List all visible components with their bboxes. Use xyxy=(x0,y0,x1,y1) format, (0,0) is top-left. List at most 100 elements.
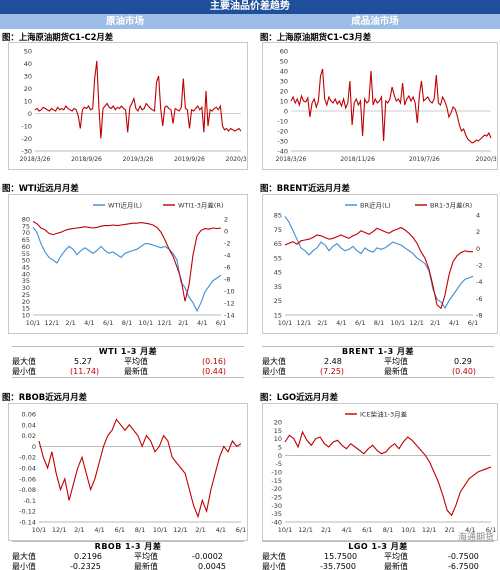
lgo-xtick-label: 6/1 xyxy=(486,526,496,534)
rbob-ytick-label: -0.1 xyxy=(23,497,36,505)
wti-stats-title: WTI 1-3 月差 xyxy=(98,347,158,356)
brent-y2tick-label: -2 xyxy=(476,262,482,270)
wti-xtick-label: 10/1 xyxy=(26,319,41,327)
rbob-avg-label: 平均值 xyxy=(134,552,158,561)
rbob-latest-label: 最新值 xyxy=(134,562,158,570)
rbob-series-line-0 xyxy=(38,418,242,519)
lgo-series-line-0 xyxy=(284,430,492,517)
sc-ytick-label: 50 xyxy=(24,48,32,56)
crude-section-label: 原油市场 xyxy=(105,16,144,27)
lgo-spread-chart: 20 15 10 5 0 -5 -10 -15 -20 -25 -30 -35 -40 10/1 12/1 2… xyxy=(262,403,498,541)
cc-ytick-label: -30 xyxy=(277,138,288,146)
rbob-spread-chart: 0.06 0.04 0.02 0 -0.02 -0.04 -0.06 -0.08 -0.1 -0.… xyxy=(8,403,248,541)
wti-ytick-label: 50 xyxy=(22,257,30,265)
lgo-xtick-label: 12/1 xyxy=(422,526,437,534)
lgo-max-label: 最大值 xyxy=(262,552,286,561)
brent-avg-value: 0.29 xyxy=(454,357,472,366)
wti-xtick-label: 4/1 xyxy=(84,319,94,327)
brent-ytick-label: 75 xyxy=(274,226,282,234)
lgo-ytick-label: 15 xyxy=(274,427,282,435)
lgo-ytick-label: 0 xyxy=(278,452,282,460)
brent-xtick-label: 2/1 xyxy=(430,319,440,327)
wti-xtick-label: 8/1 xyxy=(122,319,132,327)
cc-ytick-label: -20 xyxy=(277,128,288,136)
rbob-ytick-label: -0.06 xyxy=(19,475,36,483)
cc-ytick-label: 30 xyxy=(280,78,288,86)
brent-xtick-label: 2/1 xyxy=(317,319,327,327)
brent-chart-title: 图：BRENT近远月月差 xyxy=(260,183,350,193)
wti-xtick-label: 2/1 xyxy=(178,319,188,327)
wti-latest-label: 最新值 xyxy=(124,367,148,376)
sc-xtick-label: 2018/9/26 xyxy=(71,156,102,163)
wti-y2tick-label: 2 xyxy=(224,216,228,224)
wti-latest-value: (0.44) xyxy=(202,367,227,376)
wti-xtick-label: 12/1 xyxy=(44,319,59,327)
sc-ytick-label: -20 xyxy=(21,135,32,143)
rbob-xtick-label: 2/1 xyxy=(195,526,205,534)
lgo-ytick-label: -10 xyxy=(271,469,282,477)
wti-y2tick-label: -6 xyxy=(224,264,230,272)
rbob-max-value: 0.2196 xyxy=(74,552,102,561)
lgo-xtick-label: 10/1 xyxy=(401,526,416,534)
lgo-xtick-label: 6/1 xyxy=(362,526,372,534)
sc-ytick-label: 20 xyxy=(24,85,32,93)
crude-section-header: 原油市场 xyxy=(0,14,250,29)
wti-y2tick-label: -8 xyxy=(224,276,230,284)
brent-y2tick-label: 4 xyxy=(476,212,480,220)
lgo-xtick-label: 4/1 xyxy=(342,526,352,534)
product-section-header: 成品油市场 xyxy=(250,14,500,29)
wti-y2tick-label: -4 xyxy=(224,252,230,260)
sc-xtick-label: 2020/3/26 xyxy=(226,156,247,163)
brent-legend-label-0: BR近月(L) xyxy=(360,201,391,210)
wti-ytick-label: 75 xyxy=(22,222,30,230)
rbob-stats-title: RBOB 1-3 月差 xyxy=(94,542,162,551)
sc-spread-chart: 50 40 30 20 10 0 -10 -20 -30 2018/3/26 2018/9/26 20… xyxy=(8,42,248,170)
lgo-xtick-label: 2/1 xyxy=(321,526,331,534)
wti-y2tick-label: -14 xyxy=(224,312,235,320)
brent-avg-label: 平均值 xyxy=(384,357,408,366)
brent-xtick-label: 10/1 xyxy=(278,319,293,327)
brent-latest-value: (0.40) xyxy=(452,367,477,376)
cc-ytick-label: 0 xyxy=(284,108,288,116)
wti-y2tick-label: 0 xyxy=(224,228,228,236)
wti-series-line-1 xyxy=(32,220,222,302)
wti-ytick-label: 35 xyxy=(22,277,30,285)
rbob-ytick-label: -0.02 xyxy=(19,454,36,462)
brent-y2tick-label: -4 xyxy=(476,278,482,286)
brent-y2tick-label: 2 xyxy=(476,228,480,236)
cc-xtick-label: 2019/7/26 xyxy=(409,156,440,163)
brent-y2tick-label: -6 xyxy=(476,295,482,303)
brent-series-line-0 xyxy=(284,216,474,309)
rbob-xtick-label: 12/1 xyxy=(173,526,188,534)
wti-min-value: (11.74) xyxy=(70,367,100,376)
cc-series-line-0 xyxy=(290,68,492,144)
brent-xtick-label: 4/1 xyxy=(336,319,346,327)
brent-xtick-label: 10/1 xyxy=(390,319,405,327)
rbob-xtick-label: 4/1 xyxy=(216,526,226,534)
brent-latest-label: 最新值 xyxy=(384,367,408,376)
lgo-xtick-label: 12/1 xyxy=(298,526,313,534)
wti-min-label: 最小值 xyxy=(12,367,36,376)
lgo-min-value: -35.7500 xyxy=(320,562,356,570)
brent-ytick-label: 15 xyxy=(274,312,282,320)
rbob-avg-value: -0.0002 xyxy=(192,552,223,561)
cc-chart-title: 图：上海原油期货C1-C3月差 xyxy=(260,32,372,42)
brent-spread-chart: 85 75 65 55 45 35 25 15 4 2 0 -2 -4 -6 -8 10/1 12/1 2/1 4/… xyxy=(262,194,498,334)
lgo-ytick-label: -5 xyxy=(276,460,282,468)
brent-ytick-label: 55 xyxy=(274,254,282,262)
wti-y2tick-label: -12 xyxy=(224,300,235,308)
wti-xtick-label: 6/1 xyxy=(216,319,226,327)
brent-xtick-label: 4/1 xyxy=(449,319,459,327)
brent-max-label: 最大值 xyxy=(262,357,286,366)
rbob-xtick-label: 10/1 xyxy=(32,526,47,534)
wti-chart-title: 图：WTI近远月月差 xyxy=(2,183,79,193)
wti-ytick-label: 70 xyxy=(22,229,30,237)
rbob-max-label: 最大值 xyxy=(12,552,36,561)
brent-y2tick-label: -8 xyxy=(476,312,482,320)
wti-ytick-label: 65 xyxy=(22,236,30,244)
lgo-ytick-label: 10 xyxy=(274,435,282,443)
rbob-ytick-label: -0.14 xyxy=(19,519,36,527)
brent-ytick-label: 25 xyxy=(274,297,282,305)
